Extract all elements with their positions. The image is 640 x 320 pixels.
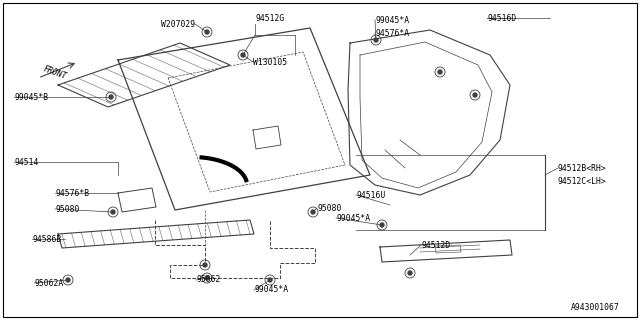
Circle shape: [311, 210, 315, 214]
Circle shape: [408, 271, 412, 275]
Text: 99045*A: 99045*A: [336, 213, 370, 222]
Text: 95062A: 95062A: [34, 278, 63, 287]
Text: 94516U: 94516U: [356, 190, 385, 199]
Circle shape: [473, 93, 477, 97]
Circle shape: [111, 210, 115, 214]
Circle shape: [205, 276, 209, 280]
Text: 94576*B: 94576*B: [55, 188, 89, 197]
Circle shape: [241, 53, 245, 57]
Text: 94586B: 94586B: [32, 235, 61, 244]
Text: 99045*A: 99045*A: [254, 285, 288, 294]
Circle shape: [268, 278, 272, 282]
Circle shape: [374, 38, 378, 42]
Text: 94512C<LH>: 94512C<LH>: [558, 177, 607, 186]
Text: 94514: 94514: [14, 157, 38, 166]
Text: 94516D: 94516D: [487, 13, 516, 22]
Text: 94512G: 94512G: [255, 13, 284, 22]
Circle shape: [109, 95, 113, 99]
Circle shape: [438, 70, 442, 74]
Text: A943001067: A943001067: [572, 303, 620, 313]
Circle shape: [203, 263, 207, 267]
Text: 95062: 95062: [196, 276, 220, 284]
Text: 99045*B: 99045*B: [14, 92, 48, 101]
Text: FRONT: FRONT: [42, 65, 68, 81]
Text: 99045*A: 99045*A: [375, 15, 409, 25]
Text: 94576*A: 94576*A: [375, 28, 409, 37]
Text: 95080: 95080: [317, 204, 341, 212]
Text: 94512B<RH>: 94512B<RH>: [558, 164, 607, 172]
Circle shape: [66, 278, 70, 282]
Circle shape: [205, 30, 209, 34]
Text: 94512D: 94512D: [421, 241, 451, 250]
Text: W130105: W130105: [253, 58, 287, 67]
Text: 95080: 95080: [55, 204, 79, 213]
Text: W207029: W207029: [161, 20, 195, 28]
Circle shape: [380, 223, 384, 227]
